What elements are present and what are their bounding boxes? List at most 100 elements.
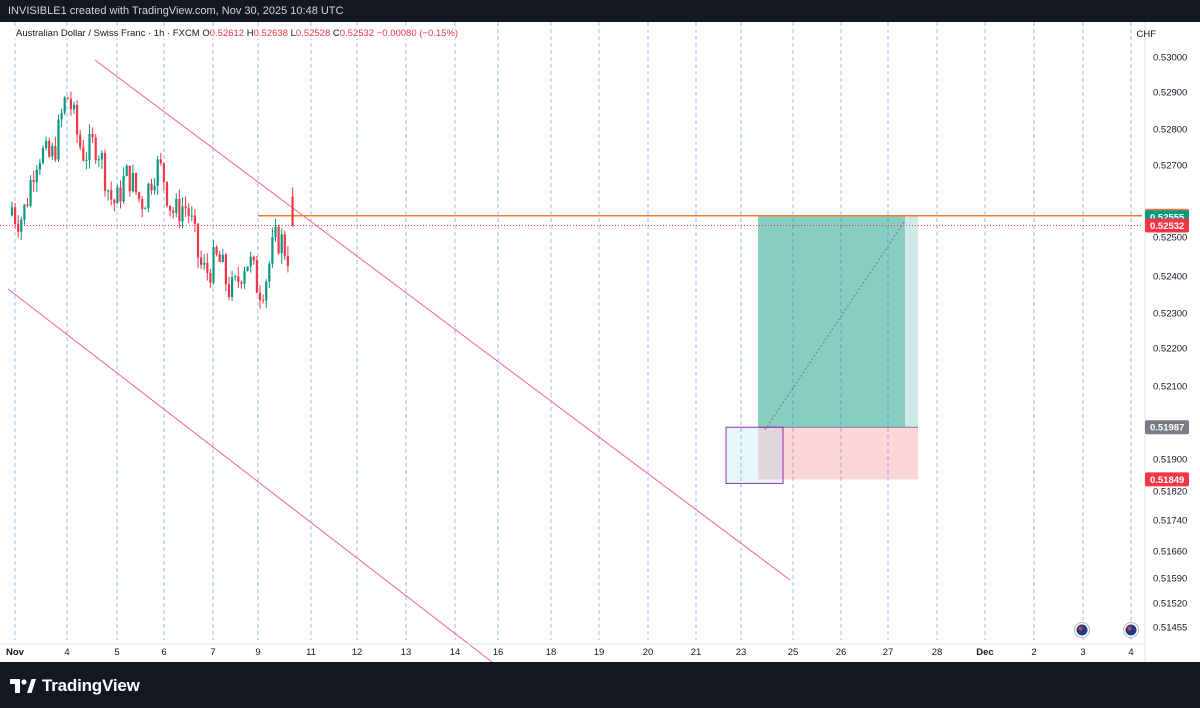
y-tick-label: 0.52800: [1153, 125, 1187, 136]
candle-body: [234, 276, 237, 278]
currency-label[interactable]: CHF: [1136, 29, 1156, 40]
y-tick-label: 0.52400: [1153, 272, 1187, 283]
candle-body: [113, 199, 116, 204]
x-tick-label: 6: [161, 647, 166, 658]
candle-body: [237, 276, 240, 283]
y-tick-label: 0.52300: [1153, 309, 1187, 320]
x-tick-label: 25: [788, 647, 799, 658]
y-tick-label: 0.51900: [1153, 455, 1187, 466]
position-profit-filled: [758, 215, 905, 428]
candle-body: [258, 292, 262, 301]
candle-body: [153, 185, 156, 191]
y-tick-label: 0.52500: [1153, 233, 1187, 244]
y-tick-label: 0.51740: [1153, 516, 1187, 527]
price-badge: [1145, 472, 1189, 487]
candle-body: [271, 237, 274, 264]
candle-body: [122, 176, 125, 202]
candle-body: [227, 284, 231, 298]
candle-body: [63, 97, 66, 113]
price-chart[interactable]: 0.53000 0.52900 0.52800 0.52700 0.52500 0.524…: [0, 22, 1200, 662]
price-badge: [1145, 420, 1189, 435]
tradingview-logo[interactable]: TradingView: [10, 676, 140, 696]
candle-body: [128, 165, 131, 192]
candle-body: [69, 98, 72, 110]
candle-body: [249, 256, 252, 267]
position-loss-zone[interactable]: [758, 427, 918, 480]
candle-body: [119, 187, 122, 202]
chart-frame[interactable]: 0.53000 0.52900 0.52800 0.52700 0.52500 0.524…: [0, 22, 1200, 662]
candle-body: [125, 165, 128, 177]
y-tick-label: 0.51590: [1153, 574, 1187, 585]
candle-body: [215, 247, 218, 255]
low-value: 0.52528: [295, 28, 331, 39]
price-badge-label: 0.51849: [1150, 475, 1184, 486]
candle-body: [60, 112, 63, 120]
channel-upper-line[interactable]: [94, 59, 791, 581]
candle-body: [212, 247, 215, 283]
open-value: 0.52612: [209, 28, 245, 39]
x-tick-label: 18: [546, 647, 557, 658]
y-tick-label: 0.51660: [1153, 547, 1187, 558]
close-label: C: [332, 28, 340, 39]
high-value: 0.52638: [253, 28, 288, 39]
candle-body: [243, 270, 246, 284]
x-tick-label: 28: [932, 647, 943, 658]
candle-body: [224, 254, 227, 285]
x-tick-label: 26: [836, 647, 847, 658]
x-tick-label: 14: [450, 647, 461, 658]
candle-body: [94, 137, 97, 161]
low-label: L: [290, 28, 296, 39]
last-candle-body: [291, 196, 294, 226]
candle-body: [20, 219, 23, 232]
candle-body: [162, 163, 165, 182]
x-tick-label: 4: [64, 647, 69, 658]
candle-body: [48, 140, 51, 157]
candle-body: [274, 226, 277, 238]
channel-lower-line[interactable]: [7, 288, 493, 662]
candle-body: [51, 146, 54, 157]
x-tick-label: 27: [883, 647, 894, 658]
candle-body: [72, 104, 76, 110]
candle-body: [221, 254, 224, 263]
candle-body: [66, 97, 69, 99]
x-tick-label: 12: [352, 647, 363, 658]
price-axis[interactable]: [1145, 22, 1200, 662]
candle-body: [196, 223, 200, 258]
candle-body: [110, 190, 113, 200]
candle-body: [85, 159, 88, 161]
flag-au-icon[interactable]: [1074, 622, 1090, 638]
candle-body: [218, 254, 221, 263]
x-tick-label: 2: [1031, 647, 1036, 658]
price-badge-label: 0.52555: [1150, 213, 1185, 224]
candle-body: [35, 169, 38, 183]
top-bar: INVISIBLE1 created with TradingView.com,…: [0, 0, 1200, 22]
candle-body: [147, 183, 150, 209]
demand-zone-box[interactable]: [725, 426, 784, 484]
candle-body: [283, 234, 286, 257]
x-tick-label: 13: [401, 647, 412, 658]
candle-body: [97, 159, 100, 161]
y-tick-label: 0.51520: [1153, 599, 1187, 610]
candle-body: [206, 262, 209, 273]
candle-body: [265, 281, 268, 301]
price-badge: [1145, 218, 1189, 233]
flag-au-icon[interactable]: [1123, 622, 1139, 638]
candle-body: [134, 173, 138, 193]
candle-body: [255, 260, 258, 293]
footer-bar: TradingView: [0, 662, 1200, 708]
x-tick-label: 19: [594, 647, 605, 658]
candle-body: [107, 190, 110, 192]
y-tick-label: 0.53000: [1153, 53, 1187, 64]
x-tick-label: 21: [691, 647, 702, 658]
snapshot-title: INVISIBLE1 created with TradingView.com,…: [8, 5, 344, 17]
tradingview-logo-icon: [10, 679, 36, 693]
price-badge-label: 0.51987: [1150, 423, 1184, 434]
candle-body: [82, 147, 85, 161]
candle-body: [14, 207, 17, 224]
change-value: −0.00080 (−0.15%): [376, 28, 459, 39]
candle-body: [200, 257, 203, 265]
candle-body: [45, 140, 48, 149]
x-tick-label: 3: [1080, 647, 1085, 658]
position-profit-zone[interactable]: [758, 215, 918, 428]
y-tick-label: 0.51455: [1153, 623, 1187, 634]
